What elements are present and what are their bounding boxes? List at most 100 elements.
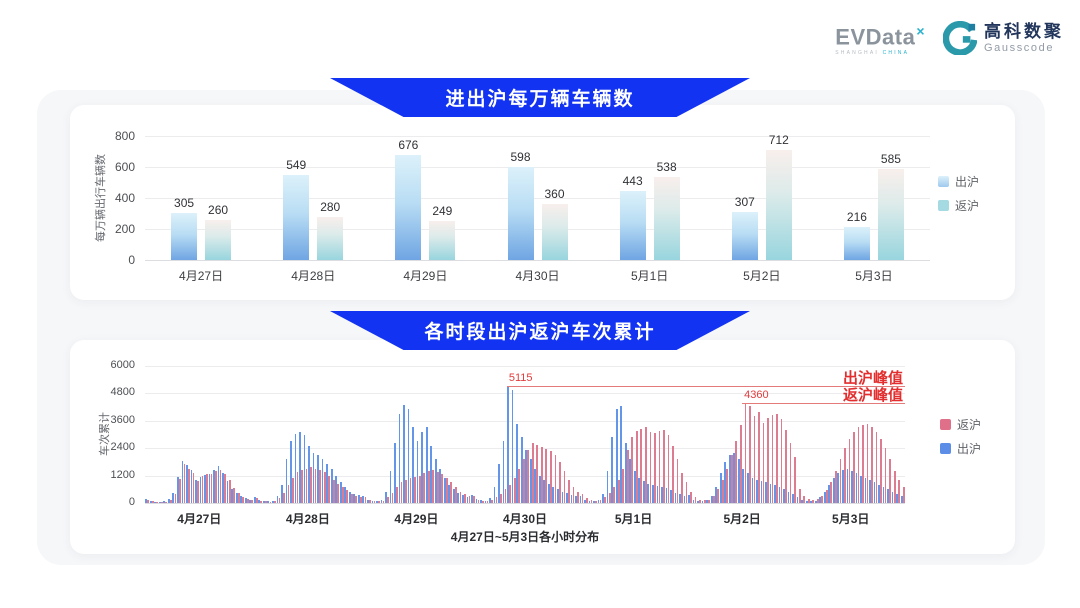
x-axis-title: 4月27日~5月3日各小时分布 [450,530,600,544]
return-hour-bar [197,481,199,503]
exit-hour-bar [475,498,478,503]
x-tick-label: 4月28日 [285,512,330,526]
return-hour-bar [717,489,720,503]
peak-name-label: 出沪峰值 [842,369,903,387]
legend-item-返沪[interactable]: 返沪 [938,197,979,214]
exit-hour-bar [593,500,595,503]
return-hour-bar [825,490,828,503]
exit-hour-bar [339,482,342,503]
return-hour-bar [147,499,150,503]
exit-hour-bar [647,483,650,503]
return-hour-bar [283,492,285,503]
exit-hour-bar [380,499,383,503]
exit-hour-bar [900,496,903,503]
legend-item-返沪[interactable]: 返沪 [940,416,981,433]
exit-hour-bar [851,470,853,503]
exit-hour-bar [742,468,745,503]
x-tick-label: 5月3日 [832,512,870,526]
return-hour-bar [816,498,819,503]
exit-hour-bar [887,489,889,503]
exit-hour-bar [385,491,387,503]
exit-hour-bar [294,434,297,503]
exit-hour-bar [896,493,898,503]
return-hour-bar [884,448,887,503]
exit-hour-bar [796,497,799,503]
exit-hour-bar [688,494,690,503]
return-hour-bar [626,450,629,503]
return-hour-bar [427,470,430,503]
return-hour-bar [608,492,611,503]
return-hour-bar [287,484,290,503]
exit-hour-bar [891,491,894,503]
return-bar [205,219,232,260]
return-bar [765,149,792,260]
return-hour-bar [423,473,426,503]
daily-vehicles-chart: 0 200 400 600 800 每万辆出行车辆数 305 260 4月27日 549 280 4月… [70,105,1015,300]
return-hour-bar [844,448,846,503]
exit-hour-bar [158,501,161,503]
exit-hour-bar [511,389,514,503]
return-hour-bar [536,444,539,503]
return-hour-bar [559,461,561,503]
return-hour-bar [491,500,493,503]
return-hour-bar [179,478,181,503]
gausscode-names: 高科数聚 Gausscode [984,21,1064,54]
return-hour-bar [246,498,249,503]
x-tick-label: 5月1日 [614,512,653,526]
exit-hour-bar [520,436,523,503]
exit-hour-bar [430,445,433,503]
return-hour-bar [617,480,620,503]
exit-hour-bar [471,494,473,503]
exit-hour-bar [737,459,740,503]
return-hour-bar [640,428,643,503]
exit-hour-bar [697,500,699,503]
return-hour-bar [613,486,616,503]
exit-hour-bar [869,480,871,503]
top-chart-title: 进出沪每万辆车辆数 [445,89,635,110]
exit-hour-bar [326,464,328,503]
exit-hour-bar [733,452,736,503]
return-hour-bar [853,431,855,503]
return-hour-bar [373,501,376,503]
exit-hour-bar [552,486,555,503]
exit-hour-bar [222,472,224,503]
evdata-x-icon: × [916,23,925,39]
exit-hour-bar [362,496,365,503]
exit-hour-bar [321,459,324,503]
return-hour-bar [400,482,403,503]
bar-value-label: 712 [768,132,789,147]
exit-hour-bar [652,484,654,503]
return-hour-bar [699,499,701,503]
peak-annotation-line [742,403,905,405]
return-hour-bar [346,490,349,503]
return-hour-bar [418,475,421,503]
exit-hour-bar [747,473,749,503]
exit-hour-bar [538,475,541,503]
return-hour-bar [459,491,462,503]
return-hour-bar [857,427,860,503]
exit-hour-bar [149,500,152,503]
return-hour-bar [749,405,751,503]
exit-hour-bar [529,459,532,503]
evdata-logo: EVData× SHANGHAI CHINA [835,20,925,56]
return-hour-bar [871,427,873,503]
return-hour-bar [694,497,697,503]
legend-label: 返沪 [957,418,982,432]
exit-hour-bar [240,496,243,503]
exit-hour-bar [724,461,727,503]
exit-hour-bar [728,454,731,503]
gausscode-cn-name: 高科数聚 [984,21,1064,41]
exit-hour-bar [570,494,573,503]
return-hour-bar [310,467,312,503]
legend-item-出沪[interactable]: 出沪 [940,440,981,457]
exit-hour-bar [633,470,636,503]
legend-item-出沪[interactable]: 出沪 [938,173,979,190]
return-hour-bar [482,500,484,503]
exit-hour-bar [760,481,763,503]
exit-hour-bar [416,441,419,503]
brand-bar: EVData× SHANGHAI CHINA 高科数聚 Gausscode [835,20,1064,56]
return-hour-bar [464,494,466,503]
return-hour-bar [821,496,824,503]
return-hour-bar [518,468,521,503]
x-tick-label: 4月28日 [291,269,336,283]
